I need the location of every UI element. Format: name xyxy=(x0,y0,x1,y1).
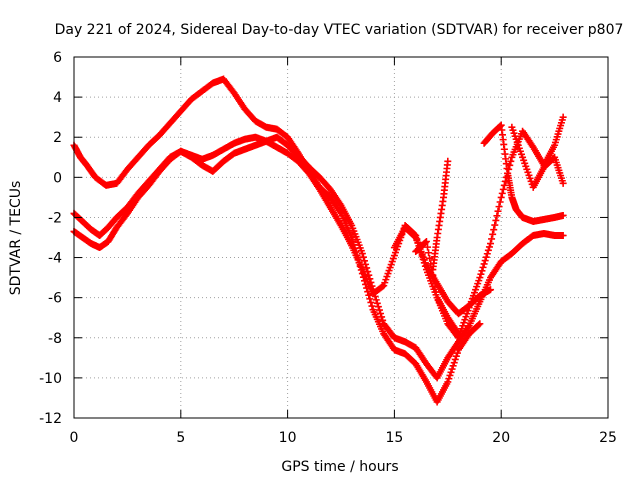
x-tick-label: 20 xyxy=(492,430,510,446)
data-point xyxy=(449,362,457,370)
data-point xyxy=(360,257,368,265)
chart-title: Day 221 of 2024, Sidereal Day-to-day VTE… xyxy=(55,22,624,38)
data-point xyxy=(450,359,458,367)
data-point xyxy=(494,207,502,215)
data-point xyxy=(487,240,495,248)
data-point xyxy=(496,122,504,130)
data-point xyxy=(499,185,507,193)
series-3 xyxy=(70,133,462,338)
axes: 0 5 10 15 20 25 -12 -10 -8 -6 -4 -2 0 2 4 6 xyxy=(39,50,617,446)
y-tick-label: -6 xyxy=(48,291,62,307)
data-point xyxy=(496,198,504,206)
y-tick-label: 2 xyxy=(53,130,62,146)
plot-border xyxy=(73,56,609,419)
data-point xyxy=(497,193,505,201)
data-point xyxy=(446,371,454,379)
data-point xyxy=(422,238,430,246)
x-tick-label: 5 xyxy=(176,430,185,446)
x-tick-label: 10 xyxy=(279,430,297,446)
data-point xyxy=(451,355,459,363)
series-5 xyxy=(412,113,567,342)
data-point xyxy=(447,368,455,376)
data-point xyxy=(432,288,440,296)
data-point xyxy=(476,274,484,282)
data-point xyxy=(366,295,374,303)
data-points xyxy=(70,75,567,406)
data-point xyxy=(479,263,487,271)
data-point xyxy=(358,250,366,258)
y-tick-label: -10 xyxy=(39,371,62,387)
data-point xyxy=(559,211,567,219)
data-point xyxy=(378,313,386,321)
data-point xyxy=(379,316,387,324)
data-point xyxy=(444,378,452,386)
data-point xyxy=(492,216,500,224)
y-axis-label: SDTVAR / TECUs xyxy=(8,181,24,296)
data-point xyxy=(379,282,387,290)
data-point xyxy=(424,243,432,251)
data-point xyxy=(421,239,429,247)
data-point xyxy=(487,286,495,294)
data-point xyxy=(498,189,506,197)
data-point xyxy=(359,253,367,261)
data-point xyxy=(452,352,460,360)
y-tick-label: -4 xyxy=(48,251,62,267)
data-point xyxy=(483,250,491,258)
data-point xyxy=(491,221,499,229)
data-point xyxy=(363,264,371,272)
data-point xyxy=(448,365,456,373)
data-point xyxy=(365,291,373,299)
data-point xyxy=(477,270,485,278)
data-point xyxy=(489,230,497,238)
y-tick-label: -2 xyxy=(48,210,62,226)
data-point xyxy=(488,235,496,243)
data-point xyxy=(485,243,493,251)
data-point xyxy=(493,212,501,220)
data-point xyxy=(482,253,490,261)
data-point xyxy=(453,349,461,357)
x-tick-label: 15 xyxy=(385,430,403,446)
data-point xyxy=(490,226,498,234)
data-point xyxy=(430,277,438,285)
y-tick-label: -12 xyxy=(39,411,62,427)
data-point xyxy=(372,296,380,304)
data-point xyxy=(426,254,434,262)
data-point xyxy=(429,266,437,274)
data-point xyxy=(559,179,567,187)
x-axis-label: GPS time / hours xyxy=(281,459,398,475)
y-tick-label: -8 xyxy=(48,331,62,347)
data-point xyxy=(478,267,486,275)
data-point xyxy=(559,231,567,239)
y-tick-label: 0 xyxy=(53,170,62,186)
x-tick-label: 25 xyxy=(599,430,617,446)
data-point xyxy=(481,257,489,265)
data-point xyxy=(373,299,381,307)
x-tick-label: 0 xyxy=(70,430,79,446)
data-point xyxy=(375,306,383,314)
data-point xyxy=(484,246,492,254)
series-7 xyxy=(508,123,567,191)
data-point xyxy=(445,375,453,383)
data-point xyxy=(480,260,488,268)
data-point xyxy=(475,321,483,329)
data-point xyxy=(495,203,503,211)
y-tick-label: 4 xyxy=(53,90,62,106)
y-tick-label: 6 xyxy=(53,50,62,66)
data-point xyxy=(425,249,433,257)
data-point xyxy=(431,282,439,290)
data-point xyxy=(476,320,484,328)
data-point xyxy=(377,310,385,318)
series-6 xyxy=(480,121,567,225)
series-8 xyxy=(429,157,452,274)
data-point xyxy=(411,232,419,240)
data-point xyxy=(368,302,376,310)
data-point xyxy=(374,303,382,311)
data-point xyxy=(367,298,375,306)
data-point xyxy=(507,157,515,165)
data-point xyxy=(559,113,567,121)
